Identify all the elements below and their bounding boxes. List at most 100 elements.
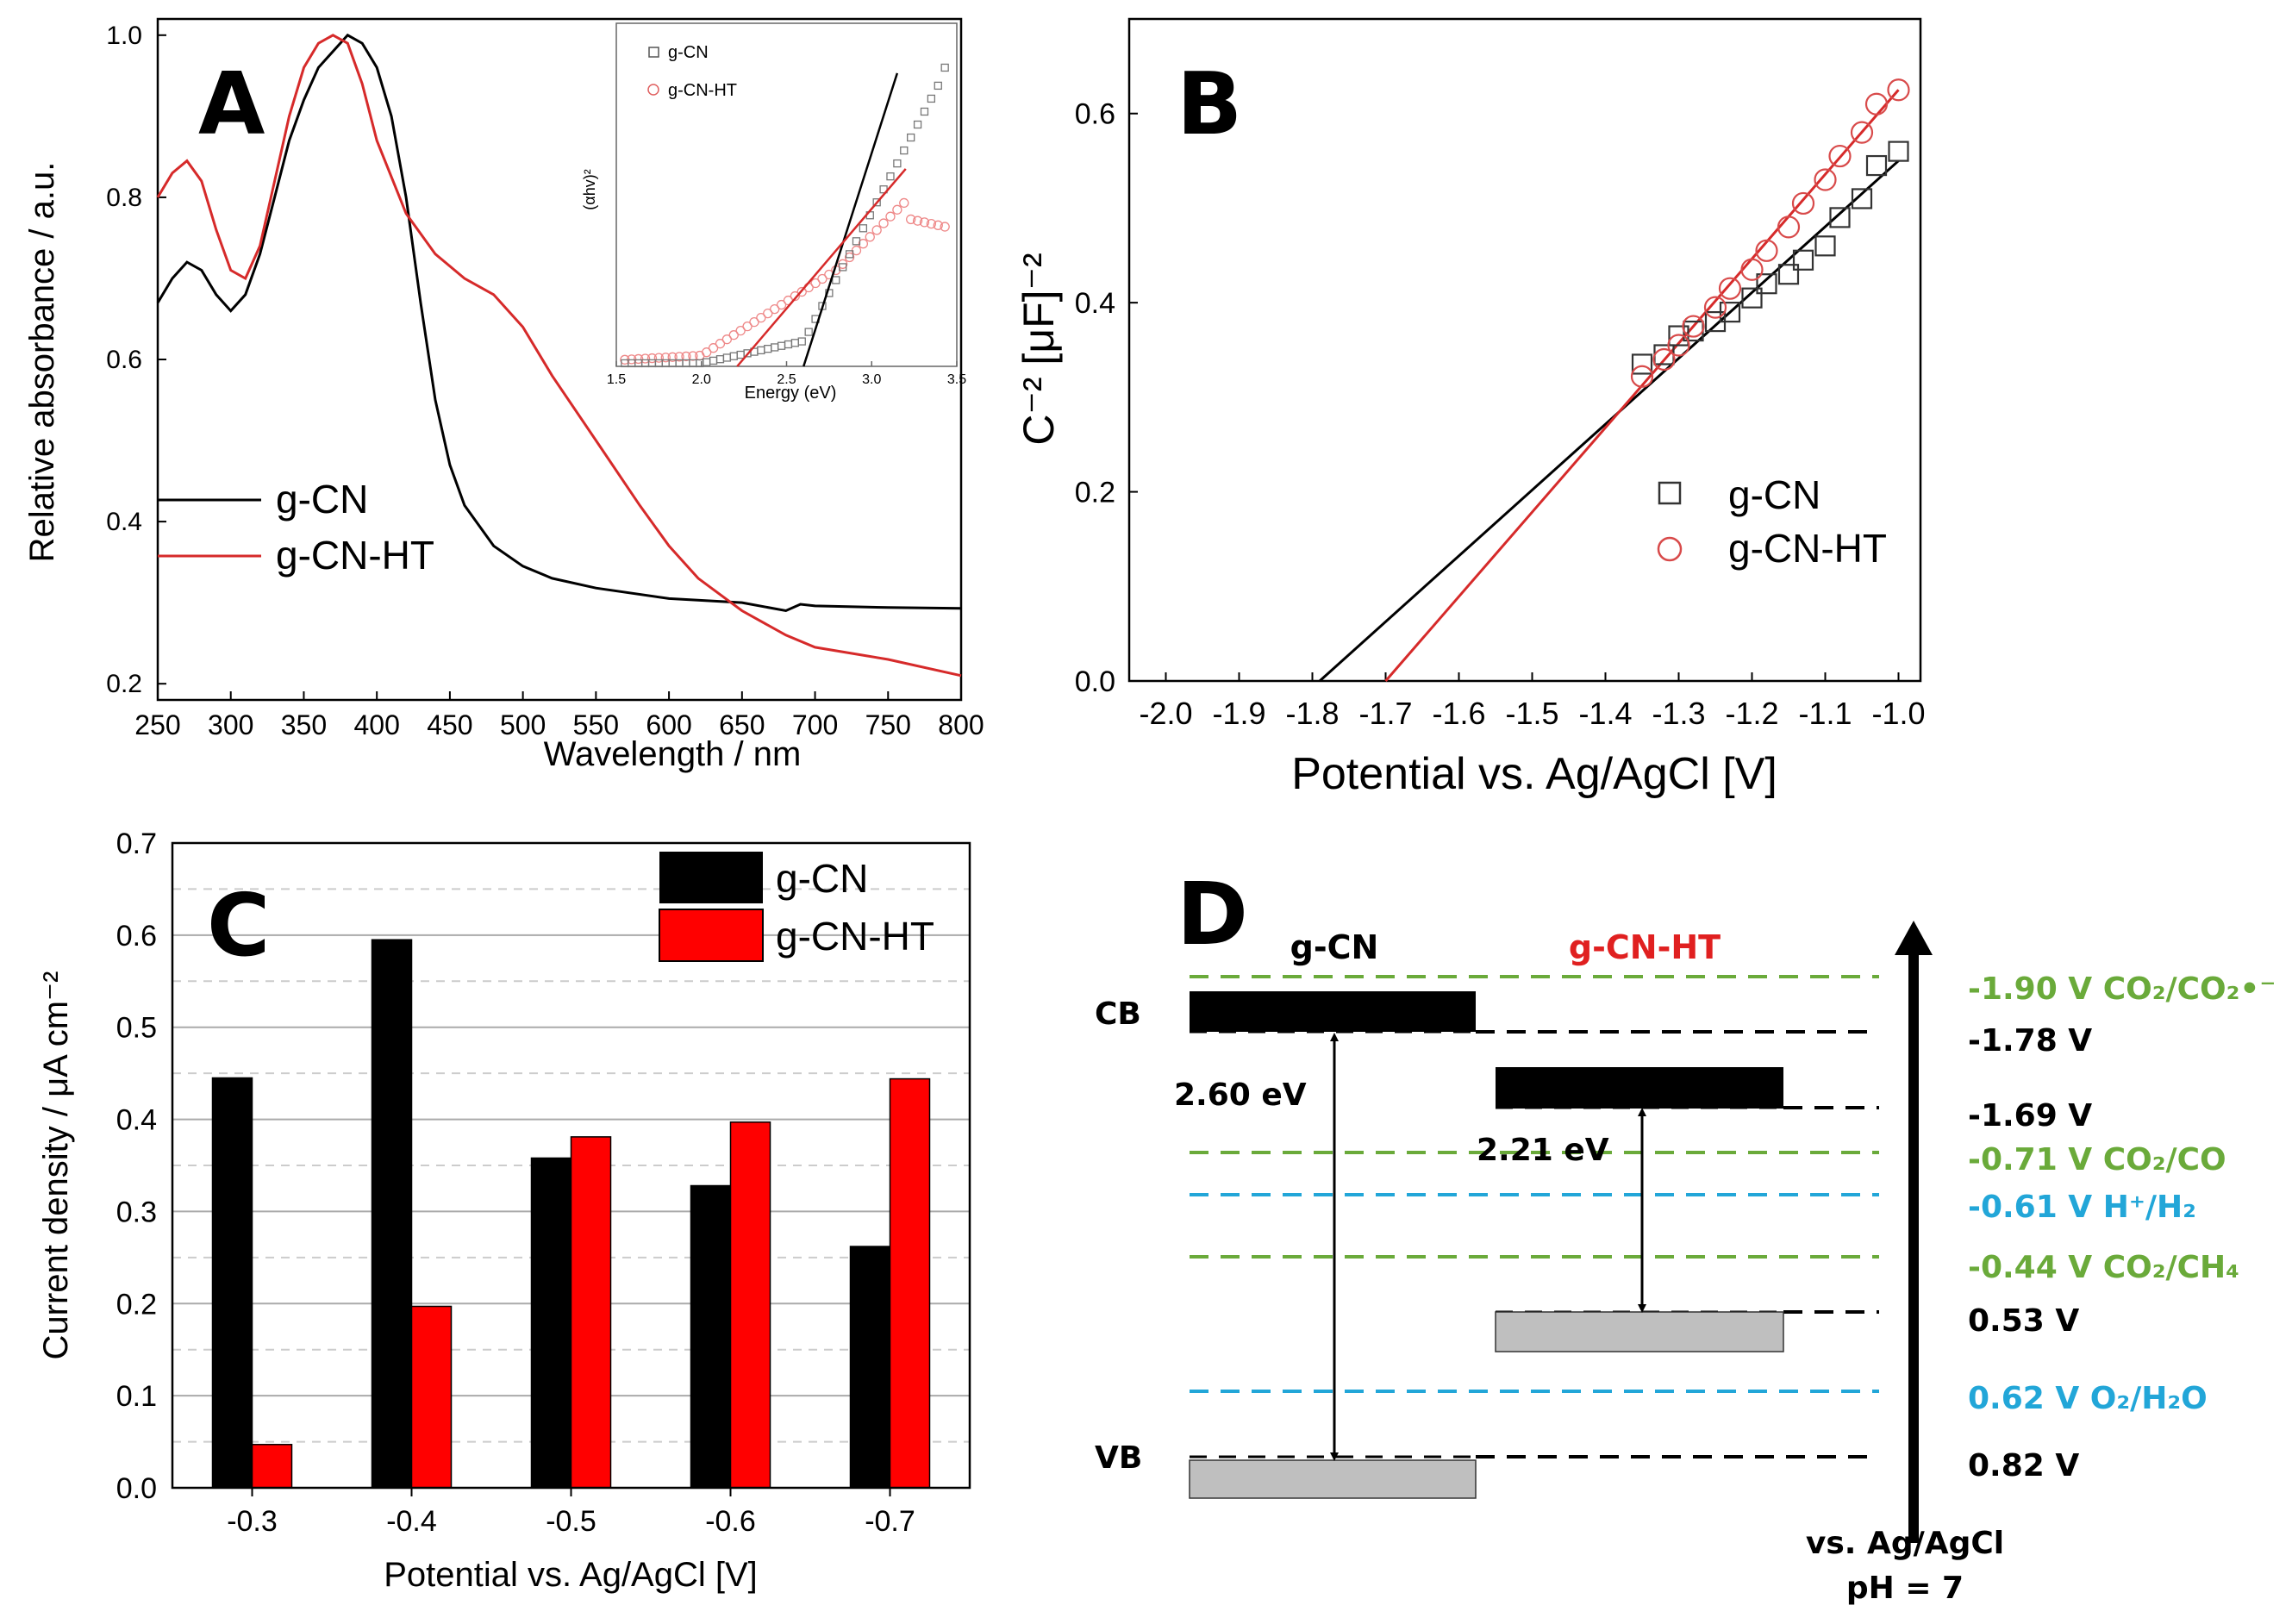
y-tick-label: 0.2 bbox=[116, 1288, 157, 1321]
inset-axes: 1.5 2.0 2.5 3.0 3.5 bbox=[607, 361, 966, 387]
data-point-g-cn bbox=[1865, 154, 1888, 177]
y-tick-label: 0.1 bbox=[116, 1380, 157, 1413]
inset-x-tick-label: 3.0 bbox=[862, 372, 881, 387]
x-tick-label: -0.3 bbox=[227, 1505, 278, 1538]
inset-point-g-cn-ht bbox=[790, 290, 801, 302]
inset-point-g-cn bbox=[845, 250, 854, 259]
panel-c-xlabel: Potential vs. Ag/AgCl [V] bbox=[384, 1556, 758, 1594]
inset-x-tick-label: 2.5 bbox=[777, 372, 796, 387]
axis-ph-label: pH = 7 bbox=[1846, 1571, 1964, 1606]
bar-g-cn bbox=[211, 1077, 253, 1489]
y-tick-label: 0.6 bbox=[106, 346, 142, 374]
data-point-g-cn-ht bbox=[1630, 365, 1654, 388]
y-tick-label: 0.4 bbox=[106, 508, 142, 536]
inset-point-g-cn bbox=[886, 172, 895, 181]
inset-point-g-cn-ht bbox=[912, 215, 923, 226]
panel-c-letter: C bbox=[207, 875, 270, 976]
panel-a: 250 300 350 400 450 500 550 600 650 700 750 800 0.2 0… bbox=[23, 17, 984, 773]
data-point-g-cn bbox=[1777, 264, 1800, 285]
inset-point-g-cn-ht bbox=[865, 232, 875, 242]
inset-point-g-cn-ht bbox=[640, 353, 651, 364]
panel-a-ylabel: Relative absorbance / a.u. bbox=[23, 162, 61, 563]
inset-point-g-cn bbox=[804, 328, 813, 336]
x-tick-label: -0.4 bbox=[386, 1505, 437, 1538]
data-point-g-cn-ht bbox=[1791, 191, 1815, 215]
inset-point-g-cn bbox=[893, 159, 902, 168]
x-tick-label: 750 bbox=[865, 709, 911, 740]
panel-b: -2.0 -1.9 -1.8 -1.7 -1.6 -1.5 -1.4 -1.3 -1.2 -1.1… bbox=[1015, 17, 1926, 799]
panel-a-letter: A bbox=[198, 53, 265, 154]
x-tick-label: 800 bbox=[938, 709, 984, 740]
bar-g-cn-ht bbox=[889, 1077, 931, 1489]
inset-point-g-cn-ht bbox=[926, 218, 937, 229]
data-point-g-cn bbox=[1851, 188, 1873, 209]
inset-point-g-cn-ht bbox=[702, 347, 712, 358]
inset-fit-g-cn bbox=[803, 72, 899, 367]
y-tick-label: 0.0 bbox=[1075, 665, 1115, 698]
panel-a-axes: 250 300 350 400 450 500 550 600 650 700 750 800 0.2 0… bbox=[106, 22, 984, 740]
inset-point-g-cn-ht bbox=[940, 222, 950, 232]
inset-point-g-cn-ht bbox=[892, 204, 902, 215]
x-tick-label: 350 bbox=[281, 709, 327, 740]
x-tick-label: -1.5 bbox=[1505, 696, 1558, 731]
panel-c-legend-g-cn: g-CN bbox=[776, 856, 868, 901]
data-point-g-cn-ht bbox=[1652, 347, 1676, 372]
data-point-g-cn bbox=[1741, 287, 1763, 309]
panel-a-xlabel: Wavelength / nm bbox=[544, 735, 802, 773]
cb-label: CB bbox=[1095, 996, 1141, 1032]
panel-c-axes: 0.0 0.1 0.2 0.3 0.4 0.5 0.6 0.7 -0.3 -0.4 -0.5 -0.6… bbox=[116, 828, 915, 1538]
x-tick-label: -1.2 bbox=[1725, 696, 1778, 731]
inset-point-g-cn-ht bbox=[919, 217, 930, 228]
inset-point-g-cn bbox=[920, 107, 929, 116]
inset-point-g-cn bbox=[797, 337, 806, 346]
x-tick-label: -0.7 bbox=[865, 1505, 915, 1538]
inset-point-g-cn-ht bbox=[871, 225, 882, 235]
panel-d: D g-CN g-CN-HT CB VB -1.90 V CO₂/CO₂•⁻-1… bbox=[1095, 864, 2276, 1606]
inset-point-g-cn-ht bbox=[810, 278, 821, 289]
inset-legend-circle-icon bbox=[647, 84, 659, 96]
data-point-g-cn-ht bbox=[1718, 277, 1742, 300]
data-point-g-cn bbox=[1829, 207, 1851, 228]
bar-g-cn-ht bbox=[729, 1121, 771, 1489]
panel-b-xlabel: Potential vs. Ag/AgCl [V] bbox=[1291, 749, 1777, 799]
legend-label-g-cn: g-CN bbox=[276, 477, 368, 522]
y-tick-label: 0.0 bbox=[116, 1472, 157, 1505]
inset-point-g-cn-ht bbox=[735, 326, 746, 336]
energy-level-label: 0.53 V bbox=[1968, 1303, 2079, 1339]
data-point-g-cn-ht bbox=[1828, 144, 1852, 168]
data-point-g-cn bbox=[1631, 353, 1653, 375]
inset-fit-g-cn-ht bbox=[736, 168, 907, 367]
inset-x-tick-label: 2.0 bbox=[692, 372, 711, 387]
panel-b-legend-g-cn-ht: g-CN-HT bbox=[1728, 526, 1887, 571]
g-cn-vb-block bbox=[1189, 1459, 1477, 1499]
inset-point-g-cn-ht bbox=[817, 273, 827, 284]
inset-xlabel: Energy (eV) bbox=[745, 384, 837, 403]
x-tick-label: -1.0 bbox=[1871, 696, 1925, 731]
y-tick-label: 0.4 bbox=[1075, 287, 1115, 320]
x-tick-label: -0.6 bbox=[705, 1505, 756, 1538]
bar-g-cn-ht bbox=[251, 1444, 293, 1489]
inset-point-g-cn-ht bbox=[770, 303, 780, 315]
inset-point-g-cn-ht bbox=[674, 352, 684, 362]
x-tick-label: -1.6 bbox=[1432, 696, 1485, 731]
x-tick-label: 550 bbox=[573, 709, 619, 740]
x-tick-label: -2.0 bbox=[1139, 696, 1192, 731]
legend-square-icon bbox=[1658, 481, 1682, 505]
x-tick-label: 500 bbox=[500, 709, 546, 740]
legend-circle-icon bbox=[1657, 536, 1683, 562]
data-point-g-cn-ht bbox=[1850, 121, 1874, 144]
inset-frame bbox=[615, 22, 958, 367]
data-point-g-cn bbox=[1888, 141, 1909, 162]
y-tick-label: 0.2 bbox=[1075, 477, 1115, 509]
material-label-g-cn: g-CN bbox=[1290, 928, 1379, 966]
inset-point-g-cn-ht bbox=[899, 197, 909, 209]
inset-point-g-cn-ht bbox=[721, 334, 733, 345]
inset-point-g-cn bbox=[859, 224, 868, 233]
panel-b-axes: -2.0 -1.9 -1.8 -1.7 -1.6 -1.5 -1.4 -1.3 -1.2 -1.1… bbox=[1075, 98, 1926, 731]
bar-g-cn bbox=[530, 1157, 572, 1489]
inset-point-g-cn bbox=[852, 237, 861, 246]
x-tick-label: 250 bbox=[134, 709, 180, 740]
y-tick-label: 0.6 bbox=[116, 920, 157, 953]
x-tick-label: 300 bbox=[208, 709, 253, 740]
inset-point-g-cn bbox=[934, 81, 942, 91]
